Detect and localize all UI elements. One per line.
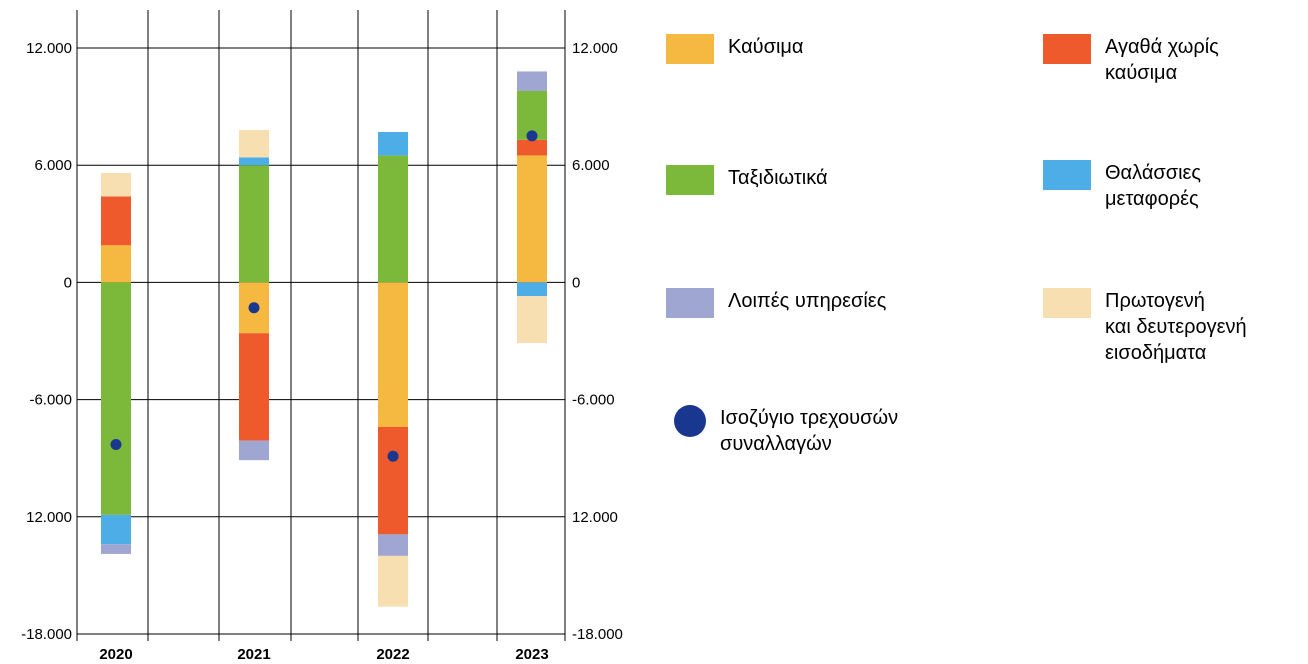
bar-segment-2021-3 [239,165,269,283]
y-tick-label-left: 12.000 [26,509,72,526]
bar-segment-2022-1 [378,282,408,427]
x-category-label: 2020 [99,646,132,663]
y-tick-label-right: 0 [572,274,580,291]
y-tick-label-left: 6.000 [34,157,72,174]
bar-segment-2022-4 [378,131,408,156]
bar-segment-2021-6 [239,130,269,158]
chart-bars [101,71,547,607]
balance-marker-2020 [110,439,122,451]
bar-segment-2020-5 [101,544,131,554]
x-category-label: 2021 [237,646,270,663]
y-tick-label-left: -6.000 [29,392,72,409]
y-tick-label-right: -6.000 [572,392,615,409]
y-tick-label-right: 12.000 [572,40,618,57]
bar-segment-2020-3 [101,282,131,515]
balance-marker-2021 [248,302,260,314]
bar-segment-2021-2 [239,333,269,441]
bar-segment-2023-5 [517,71,547,91]
bar-segment-2022-3 [378,155,408,283]
y-tick-label-left: 12.000 [26,40,72,57]
bar-segment-2022-6 [378,555,408,607]
y-tick-label-right: 6.000 [572,157,610,174]
y-tick-label-left: 0 [64,274,72,291]
bar-segment-2023-1 [517,155,547,283]
chart-balance-markers [110,130,538,462]
x-category-label: 2022 [376,646,409,663]
y-axis-left: 12.000 6.000 0 -6.000 12.000 -18.000 [21,40,72,643]
x-axis: 2020 2021 2022 2023 [99,646,548,663]
bar-segment-2022-2 [378,426,408,535]
y-tick-label-left: -18.000 [21,626,72,643]
chart-grid [76,10,566,641]
bar-segment-2020-4 [101,514,131,545]
bar-segment-2022-5 [378,534,408,556]
x-category-label: 2023 [515,646,548,663]
bar-segment-2020-2 [101,196,131,246]
bar-segment-2021-4 [239,157,269,166]
bar-segment-2021-5 [239,440,269,461]
bar-segment-2020-1 [101,245,131,283]
balance-marker-2023 [526,130,538,142]
bar-segment-2023-2 [517,139,547,156]
bar-segment-2023-6 [517,296,547,343]
y-tick-label-right: 12.000 [572,509,618,526]
y-tick-label-right: -18.000 [572,626,623,643]
balance-marker-2022 [387,450,399,462]
y-axis-right: 12.000 6.000 0 -6.000 12.000 -18.000 [572,40,623,643]
bar-segment-2020-6 [101,173,131,197]
bar-segment-2023-4 [517,282,547,297]
